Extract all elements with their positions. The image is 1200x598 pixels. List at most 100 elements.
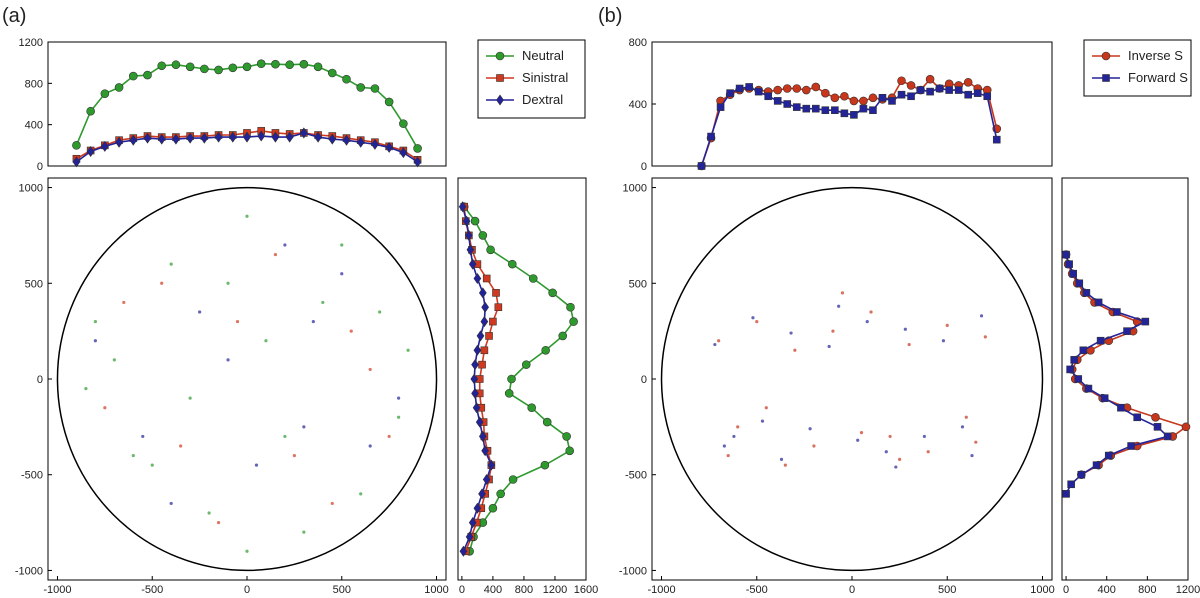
scatter-point: [330, 501, 334, 506]
y-tick-label: -500: [21, 470, 43, 482]
scatter-point: [397, 396, 401, 400]
y-tick-label: 500: [629, 278, 647, 290]
marker: [487, 459, 496, 471]
marker: [868, 93, 878, 103]
y-tick-label: 400: [629, 99, 647, 111]
scatter-point: [831, 329, 835, 333]
marker: [185, 62, 195, 72]
marker: [285, 131, 294, 143]
marker: [1070, 356, 1078, 364]
marker: [494, 303, 503, 312]
scatter-point: [736, 425, 740, 429]
series-line: [1065, 254, 1188, 476]
axes-frame: [651, 177, 1053, 581]
marker: [850, 111, 858, 119]
y-tick-label: 400: [25, 120, 43, 132]
scatter-point: [169, 262, 173, 266]
marker: [356, 136, 365, 148]
scatter-point: [359, 492, 363, 496]
scatter-point: [755, 319, 759, 324]
marker: [458, 201, 467, 213]
scatter-point: [964, 415, 968, 419]
marker: [475, 416, 484, 428]
marker: [256, 59, 266, 69]
marker: [480, 316, 489, 328]
marker: [963, 78, 973, 87]
x-tick-label: 1200: [543, 584, 567, 593]
marker: [906, 81, 916, 90]
marker: [370, 84, 380, 93]
x-tick-label: 400: [1098, 584, 1116, 593]
scatter-point: [283, 243, 287, 247]
marker: [1062, 490, 1070, 498]
x-tick-label: 1000: [1030, 584, 1054, 593]
marker: [869, 106, 877, 114]
scatter-point: [311, 319, 315, 324]
scatter-point: [894, 465, 898, 469]
marker: [907, 92, 915, 101]
scatter-point: [103, 406, 107, 410]
marker: [1123, 327, 1131, 335]
legend-marker: [1101, 51, 1111, 61]
marker: [782, 84, 792, 93]
marker: [413, 144, 422, 153]
scatter-point: [226, 281, 230, 285]
scatter-point: [945, 323, 949, 327]
marker: [528, 274, 538, 283]
scatter-point: [302, 425, 306, 429]
marker: [925, 74, 935, 84]
marker: [726, 89, 734, 97]
marker: [964, 90, 972, 99]
panel-label: (b): [598, 5, 622, 27]
boundary-circle: [660, 186, 1044, 572]
marker: [186, 132, 195, 144]
marker: [299, 127, 308, 139]
marker: [558, 331, 568, 341]
x-tick-label: -500: [141, 584, 163, 593]
marker: [473, 502, 482, 514]
legend-marker: [1102, 74, 1110, 82]
scatter-point: [84, 386, 88, 391]
marker: [356, 83, 366, 92]
scatter-point: [349, 329, 353, 333]
marker: [129, 134, 138, 146]
scatter-point: [722, 444, 726, 448]
marker: [1151, 412, 1160, 422]
marker: [1096, 336, 1105, 345]
marker: [100, 89, 110, 98]
scatter-point: [856, 438, 860, 442]
legend-box: [1083, 39, 1192, 97]
scatter-point: [150, 463, 154, 467]
scatter-point: [245, 549, 249, 553]
marker: [840, 91, 849, 101]
scatter-point: [779, 457, 784, 461]
marker: [471, 359, 479, 371]
scatter-point: [717, 339, 721, 343]
marker: [257, 130, 266, 142]
marker: [466, 244, 475, 256]
marker: [1127, 442, 1135, 450]
y-tick-label: 0: [37, 161, 43, 173]
marker: [143, 70, 152, 80]
marker: [811, 82, 821, 92]
marker: [1141, 317, 1150, 326]
marker: [471, 387, 479, 399]
marker: [812, 104, 820, 113]
marker: [478, 488, 486, 500]
marker: [476, 330, 485, 342]
marker: [470, 373, 479, 385]
x-tick-label: 0: [1063, 584, 1069, 593]
scatter-point: [340, 243, 344, 247]
marker: [468, 517, 477, 529]
marker: [562, 432, 571, 441]
marker: [228, 131, 237, 143]
scatter-point: [387, 434, 391, 439]
legend-label: Sinistral: [522, 70, 568, 85]
marker: [566, 302, 575, 312]
scatter-point: [122, 300, 126, 305]
marker: [1074, 375, 1083, 383]
marker: [802, 104, 811, 113]
marker: [313, 62, 323, 72]
scatter-point: [112, 358, 116, 362]
marker: [464, 229, 473, 241]
